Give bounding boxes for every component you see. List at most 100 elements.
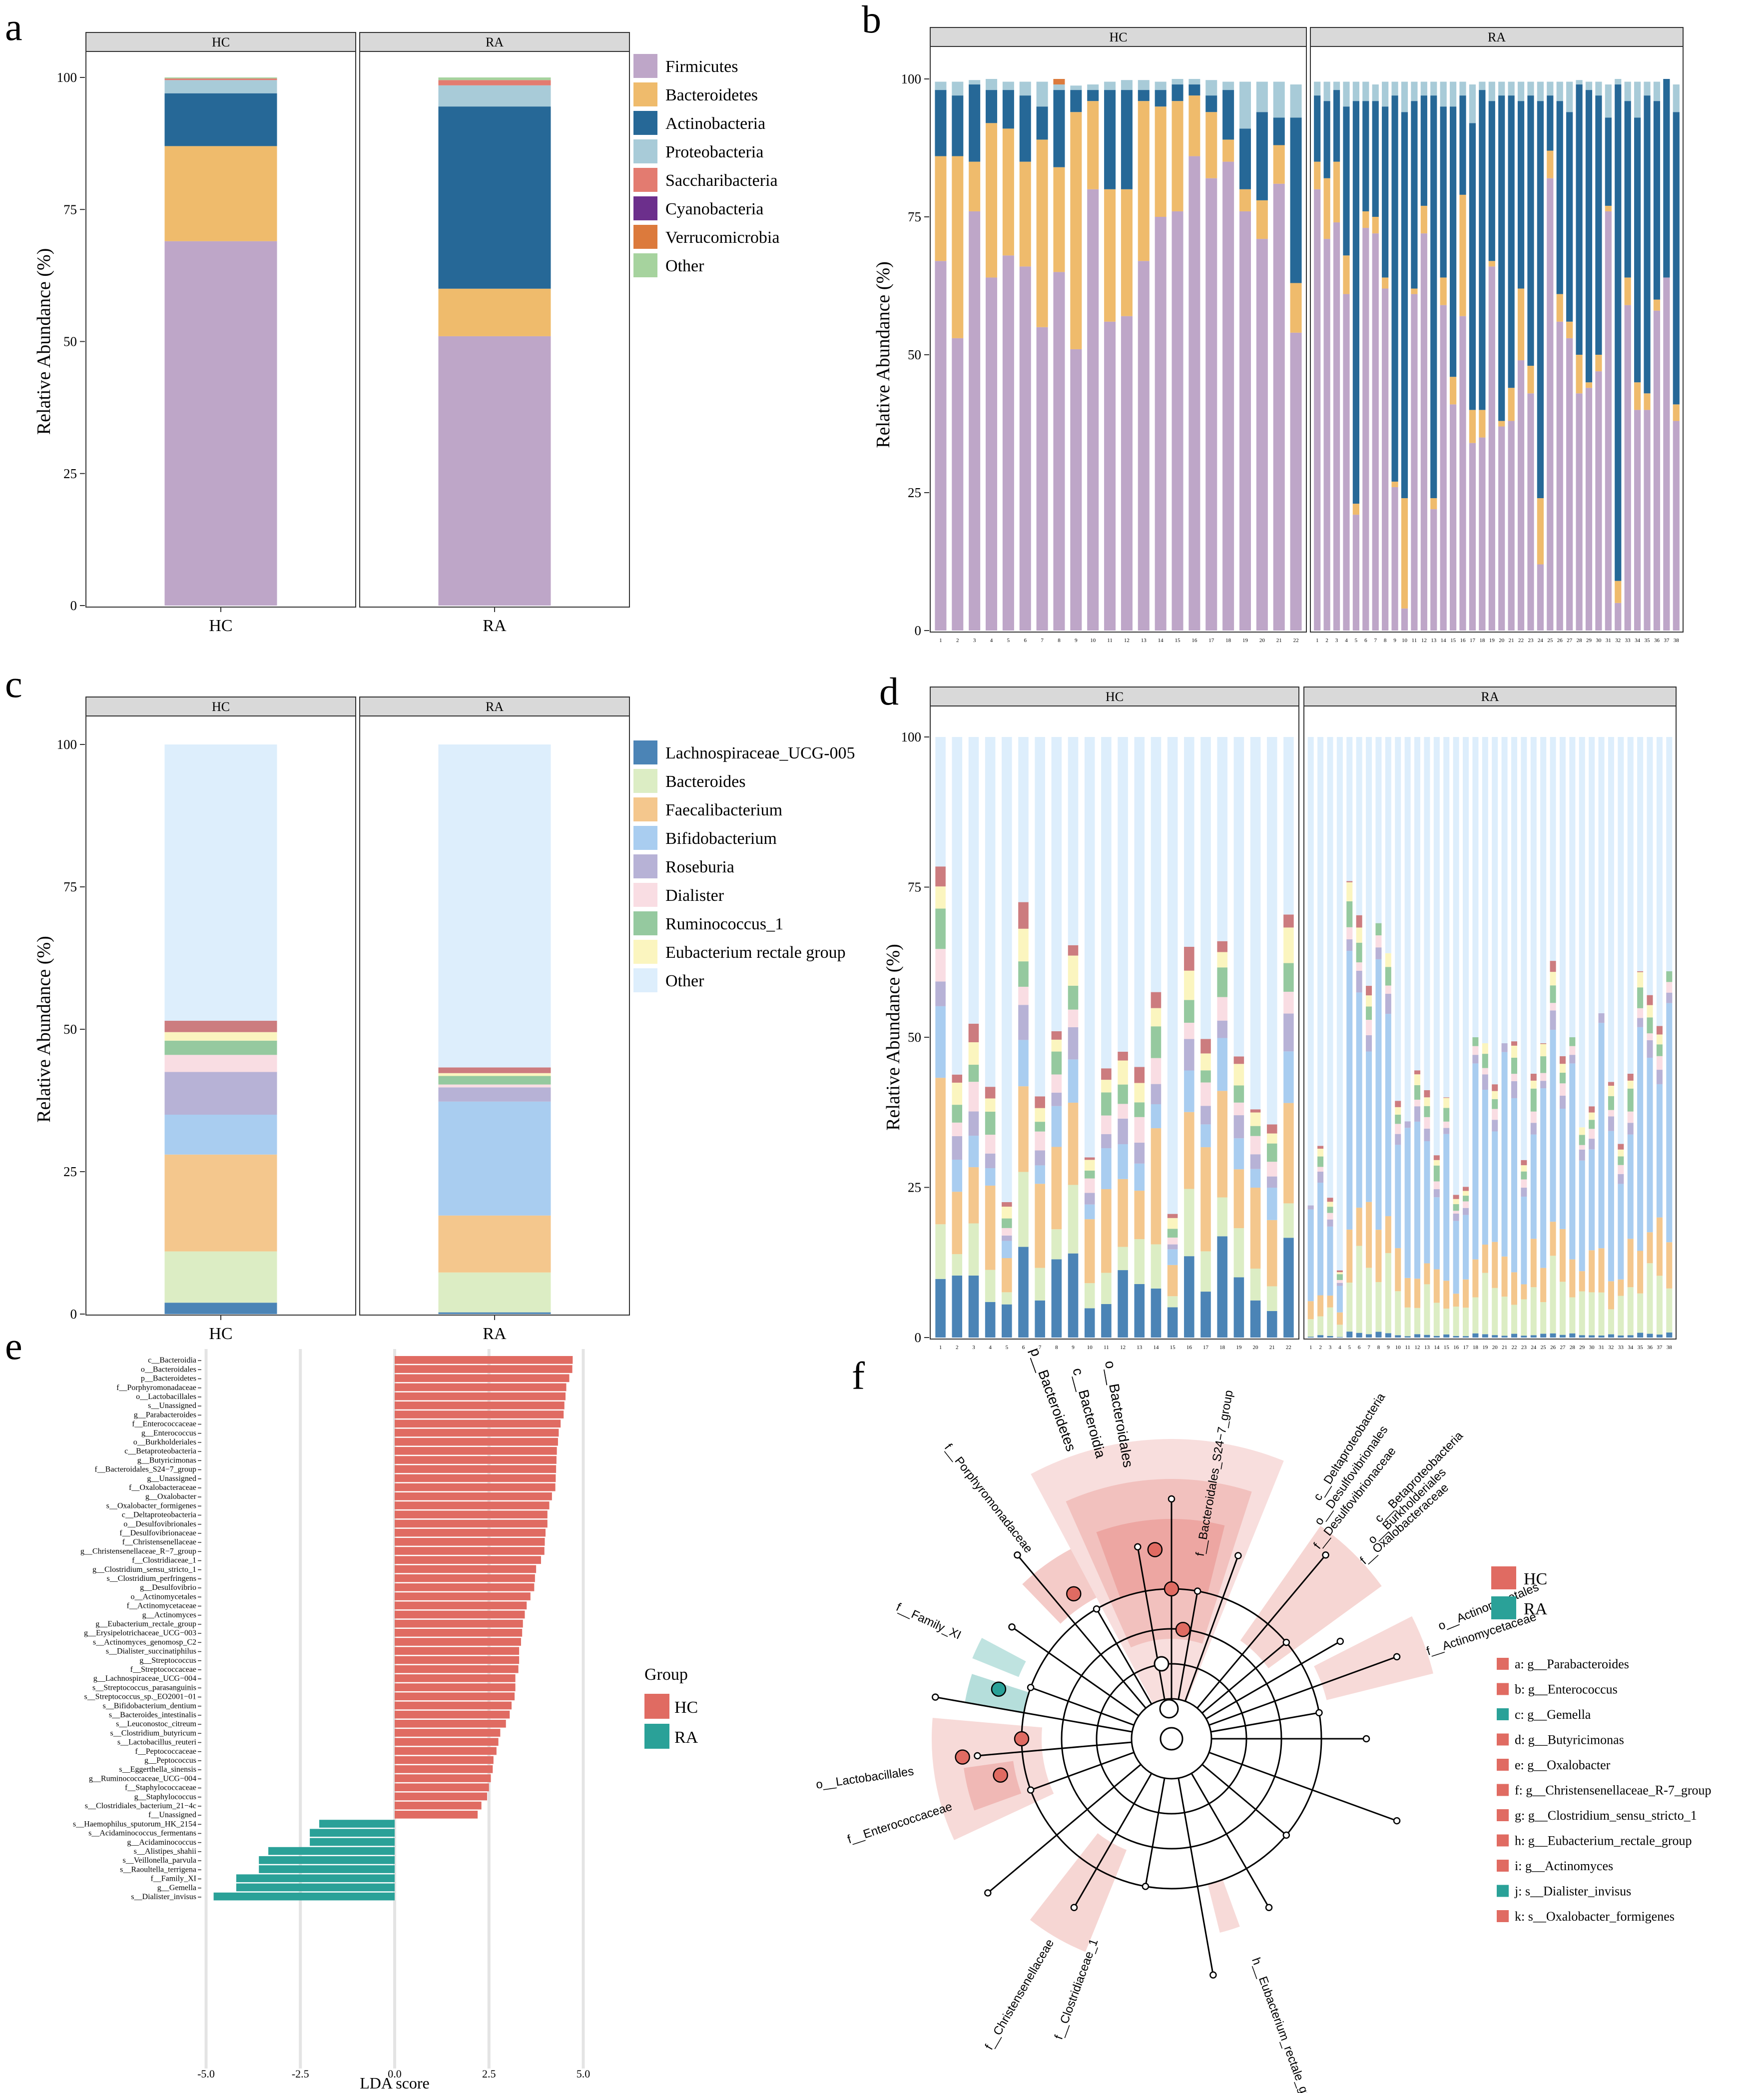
panel-d-bar-RA-7-Bifidobacterium: [1366, 1051, 1372, 1202]
panel-d-bar-HC-21-Eubacterium: [1266, 1124, 1277, 1134]
panel-b-bar-HC-10-Proteobacteria: [1087, 84, 1099, 90]
panel-d-bar-HC-9-Dialister: [1068, 1009, 1079, 1027]
panel-e-bar-o__Desulfovibrionales: [395, 1519, 548, 1528]
panel-d-bar-HC-14-Bacteroides: [1151, 1244, 1162, 1289]
panel-a-bar-HC-Other: [164, 77, 277, 79]
panel-d-bar-HC-14-Bifidobacterium: [1151, 1104, 1162, 1129]
panel-b-bar-RA-11-Firmicutes: [1411, 294, 1418, 631]
panel-c-bar-HC-Bacteroides: [164, 1251, 277, 1303]
panel-d-bar-HC-18-Other: [1217, 737, 1227, 941]
panel-d-bar-HC-5-Ruminococcus_1: [1002, 1218, 1012, 1228]
panel-d-bar-HC-18-Ruminococcus_1: [1217, 967, 1227, 997]
panel-d-bar-RA-18-Ruminococcus_1: [1472, 1037, 1479, 1046]
panel-e-bar-s__Bifidobacterium_dentium: [395, 1701, 512, 1710]
panel-b-xtick-label: 22: [1518, 638, 1524, 644]
panel-b-bar-HC-13-Actinobacteria: [1138, 90, 1150, 101]
panel-d-bar-RA-4-Bifidobacterium: [1336, 1286, 1343, 1313]
panel-d-bar-HC-1-Eubacterium rectale group: [935, 886, 946, 909]
panel-d-bar-HC-1-Lachnospiraceae_UCG-005: [935, 1279, 946, 1338]
panel-d-bar-RA-17-Lachnospiraceae_UCG-005: [1463, 1336, 1469, 1338]
panel-d-bar-HC-13-Lachnospiraceae_UCG-005: [1134, 1284, 1145, 1338]
panel-d-bar-RA-34-Other: [1627, 737, 1634, 1074]
panel-e-bar-s__Dialister_succinatiphilus: [395, 1647, 520, 1655]
panel-e-ylabel: f__Family_XI: [150, 1875, 196, 1883]
panel-b-xtick-label: 21: [1509, 638, 1514, 644]
panel-label-d: d: [879, 670, 899, 713]
panel-b-bar-RA-28-Actinobacteria: [1576, 84, 1583, 355]
panel-d-bar-RA-33-Ruminococcus_1: [1618, 1156, 1624, 1165]
panel-d-bar-RA-23-Ruminococcus_1: [1521, 1171, 1527, 1180]
panel-d-bar-HC-1-Bacteroides: [935, 1224, 946, 1279]
panel-a-legend-label: Other: [665, 257, 704, 275]
panel-b-bar-RA-24-Bacteroidetes: [1537, 498, 1544, 565]
panel-d-bar-RA-9-Bifidobacterium: [1385, 1014, 1391, 1217]
panel-b-bar-RA-16-Bacteroidetes: [1459, 194, 1466, 316]
panel-d-bar-HC-11-Bacteroides: [1101, 1273, 1112, 1304]
panel-d-bar-HC-4-Other: [985, 737, 996, 1087]
panel-d-bar-RA-19-Other: [1482, 737, 1488, 1044]
panel-d-bar-RA-21-Bacteroides: [1501, 1297, 1508, 1336]
panel-a-bar-RA-Saccharibacteria: [438, 80, 551, 85]
panel-b-bar-RA-36-Firmicutes: [1653, 310, 1661, 631]
panel-d-bar-RA-15-Roseburia: [1443, 1128, 1450, 1134]
panel-d-bar-HC-9-Eubacterium: [1068, 945, 1079, 956]
panel-d-bar-RA-31-Bacteroides: [1598, 1292, 1605, 1336]
panel-d-bar-RA-15-Faecalibacterium: [1443, 1281, 1450, 1309]
panel-d-bar-RA-19-Faecalibacterium: [1482, 1245, 1488, 1273]
panel-b-bar-RA-30-Firmicutes: [1595, 371, 1602, 631]
panel-d-bar-HC-17-Roseburia: [1200, 1106, 1211, 1125]
panel-d-bar-RA-4-Ruminococcus_1: [1336, 1274, 1343, 1280]
panel-e-ylabel: g__Streptococcus: [139, 1656, 196, 1665]
panel-d-bar-RA-18-Dialister: [1472, 1046, 1479, 1055]
panel-f-leaf-node: [1234, 1552, 1242, 1559]
panel-e-ylabel: g__Enterococcus: [141, 1429, 196, 1437]
panel-e-bar-o__Actinomycetales: [395, 1592, 531, 1600]
panel-d-bar-RA-3-Eubacterium rectale group: [1327, 1202, 1333, 1207]
panel-b-bar-HC-7-Firmicutes: [1036, 327, 1048, 631]
panel-f: f p__Bacteroidetesc__Bacteroidiao__Bacter…: [815, 1346, 1712, 2093]
panel-d-bar-HC-2-Eubacterium: [952, 1074, 963, 1083]
panel-d-bar-RA-22-Faecalibacterium: [1511, 1272, 1517, 1305]
panel-b-xtick-label: 4: [1345, 638, 1348, 644]
panel-d-bar-RA-16-Other: [1453, 737, 1459, 1195]
panel-b-bar-RA-20-Firmicutes: [1498, 426, 1505, 631]
panel-b-bar-RA-13-Proteobacteria: [1430, 81, 1437, 96]
panel-d-bar-RA-4-Other: [1336, 737, 1343, 1271]
panel-d-bar-HC-14-Lachnospiraceae_UCG-005: [1151, 1288, 1162, 1338]
panel-d-bar-HC-13-Faecalibacterium: [1134, 1191, 1145, 1240]
panel-b-bar-RA-26-Firmicutes: [1556, 321, 1563, 631]
panel-b-xtick-label: 34: [1635, 638, 1641, 644]
panel-f-branch: [1011, 1626, 1140, 1717]
panel-e-ylabel: s__Veillonella_parvula: [122, 1856, 196, 1865]
panel-c-facet-HC-strip-label: HC: [212, 699, 230, 714]
panel-d-bar-HC-1-Other: [935, 737, 946, 867]
panel-b-bar-HC-2-Actinobacteria: [952, 95, 964, 156]
panel-f-branch: [1190, 1773, 1270, 1908]
panel-b-bar-RA-32-Proteobacteria: [1615, 79, 1622, 85]
panel-d-bar-HC-2-Other: [952, 737, 963, 1075]
panel-d-bar-RA-37-Other: [1656, 737, 1663, 1026]
panel-e-ylabel: f__Unassigned: [148, 1811, 196, 1819]
panel-d-bar-RA-1-Bifidobacterium: [1307, 1209, 1314, 1302]
panel-d-bar-RA-34-Dialister: [1627, 1111, 1634, 1123]
panel-b-facet-HC-strip: [930, 27, 1307, 47]
panel-b-xtick-label: 38: [1674, 638, 1680, 644]
panel-d-bar-HC-14-Roseburia: [1151, 1084, 1162, 1104]
panel-b-facet-HC-strip-label: HC: [1109, 30, 1127, 44]
panel-e: e c__Bacteroidiao__Bacteroidalesp__Bacter…: [5, 1324, 698, 2092]
panel-b-xtick-label: 11: [1412, 638, 1417, 644]
panel-d-bar-RA-32-Faecalibacterium: [1608, 1281, 1614, 1310]
panel-b-xtick-label: 19: [1489, 638, 1495, 644]
panel-d-bar-RA-25-Faecalibacterium: [1540, 1268, 1547, 1303]
panel-b-bar-HC-14-Bacteroidetes: [1155, 106, 1167, 217]
panel-e-xtick-label: -5.0: [197, 2068, 215, 2080]
panel-b-bar-HC-12-Proteobacteria: [1121, 80, 1133, 90]
panel-d-bar-RA-23-Eubacterium: [1521, 1160, 1527, 1166]
panel-d-bar-HC-17-Eubacterium rectale group: [1200, 1053, 1211, 1071]
panel-d-bar-RA-16-Bacteroides: [1453, 1307, 1459, 1336]
panel-d-bar-RA-5-Eubacterium rectale group: [1346, 882, 1353, 901]
panel-b-bar-RA-20-Actinobacteria: [1498, 95, 1505, 421]
panel-e-bar-s__Actinomyces_genomosp_C2: [395, 1638, 521, 1646]
panel-b-bar-HC-4-Bacteroidetes: [986, 123, 998, 278]
panel-b-bar-RA-33-Bacteroidetes: [1624, 277, 1631, 305]
